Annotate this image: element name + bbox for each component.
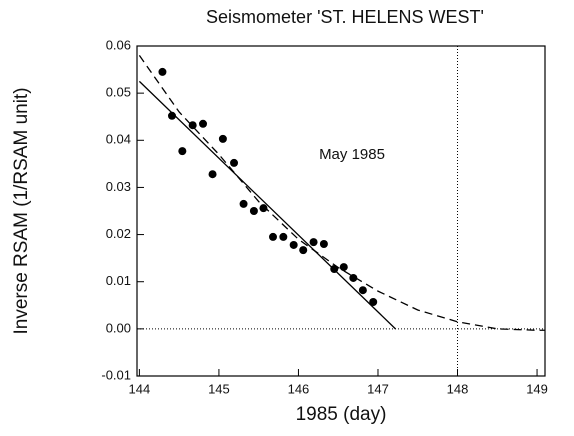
data-point: [259, 204, 268, 213]
x-tick-label: 144: [129, 381, 151, 396]
data-point: [369, 297, 378, 306]
y-tick-label: -0.01: [101, 367, 131, 382]
y-tick-label: 0.04: [106, 132, 131, 147]
y-tick-label: 0.06: [106, 37, 131, 52]
x-tick-label: 149: [526, 381, 548, 396]
y-tick-label: 0.01: [106, 273, 131, 288]
data-point: [319, 240, 328, 248]
data-point: [230, 158, 239, 167]
data-point: [299, 246, 308, 255]
data-point: [289, 240, 298, 249]
data-point: [309, 238, 318, 247]
data-point: [339, 263, 348, 272]
data-point: [279, 232, 288, 241]
data-point: [158, 67, 167, 76]
fit-line: [138, 55, 545, 331]
data-point: [208, 170, 217, 179]
data-point: [239, 199, 248, 208]
x-tick-label: 148: [447, 381, 469, 396]
x-axis-label: 1985 (day): [296, 404, 387, 425]
data-point: [188, 121, 197, 130]
annotation: May 1985: [319, 146, 385, 163]
data-point: [269, 232, 277, 241]
x-tick-label: 146: [288, 381, 310, 396]
x-tick-label: 147: [367, 381, 389, 396]
data-point: [218, 134, 227, 143]
chart-title: Seismometer 'ST. HELENS WEST': [206, 7, 484, 27]
data-point: [199, 119, 208, 128]
data-point: [249, 207, 258, 215]
y-tick-label: 0.03: [106, 179, 131, 194]
y-axis-label: Inverse RSAM (1/RSAM unit): [11, 87, 32, 334]
y-tick-label: 0.00: [106, 320, 131, 335]
data-point: [167, 111, 176, 120]
data-point: [178, 147, 187, 156]
data-point: [358, 286, 367, 295]
y-tick-label: 0.02: [106, 226, 131, 241]
fit-line: [138, 80, 396, 330]
x-tick-label: 145: [208, 381, 230, 396]
data-point: [349, 273, 358, 282]
plot-frame: [136, 45, 546, 377]
y-tick-label: 0.05: [106, 85, 131, 100]
